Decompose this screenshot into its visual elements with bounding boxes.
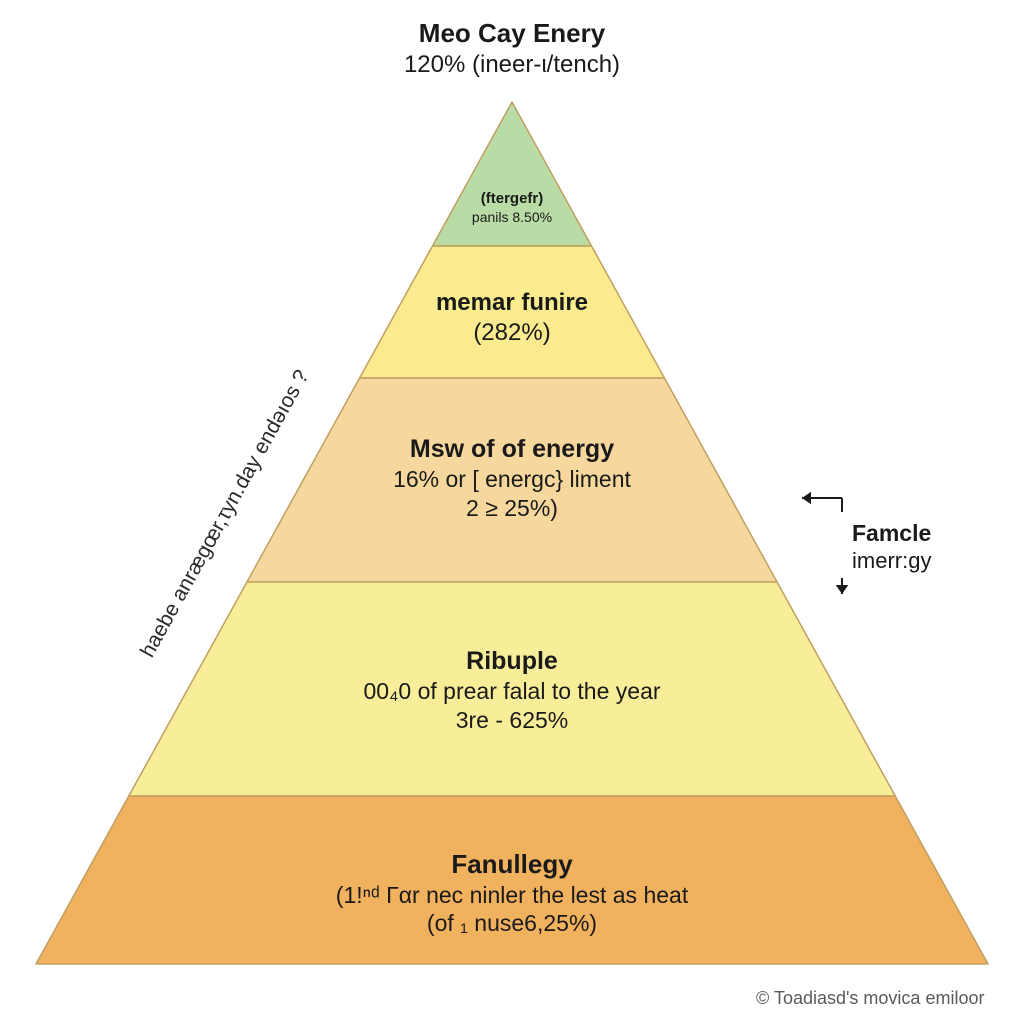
credit-text: © Toadiasd's movica emiloor [756, 988, 984, 1009]
right-annotation-label: Famcle imerr:gy [852, 520, 931, 574]
pyramid-level-label-4: Fanullegy(1!ⁿᵈ Γαr nec ninler the lest a… [0, 848, 1024, 938]
pyramid-level-label-2: Msw of of energy16% or [ energc} liment2… [0, 434, 1024, 523]
title-line1: Meo Cay Enery [0, 18, 1024, 49]
pyramid-level-sub-0: panils 8.50% [0, 209, 1024, 227]
pyramid-level-title-4: Fanullegy [0, 848, 1024, 881]
pyramid-level-title-0: (ftergefr) [0, 190, 1024, 209]
pyramid-level-label-1: memar funire(282%) [0, 288, 1024, 348]
pyramid-level-sub2-2: 2 ≥ 25%) [0, 494, 1024, 523]
pyramid-level-sub2-4: (of ₁ nuse6,25%) [0, 909, 1024, 938]
title-line2: 120% (ineer-ι/tench) [0, 51, 1024, 79]
pyramid-level-sub-2: 16% or [ energc} liment [0, 465, 1024, 494]
pyramid-level-sub-4: (1!ⁿᵈ Γαr nec ninler the lest as heat [0, 881, 1024, 910]
pyramid-level-sub-3: 00₄0 of prear falal to the year [0, 677, 1024, 706]
pyramid-level-sub-1: (282%) [0, 318, 1024, 348]
pyramid-level-sub2-3: 3re - 625% [0, 706, 1024, 735]
pyramid-level-title-2: Msw of of energy [0, 434, 1024, 465]
right-annotation-line2: imerr:gy [852, 548, 931, 574]
diagram-title: Meo Cay Enery 120% (ineer-ι/tench) [0, 18, 1024, 79]
pyramid-level-label-0: (ftergefr)panils 8.50% [0, 190, 1024, 226]
diagram-canvas: Meo Cay Enery 120% (ineer-ι/tench) (fter… [0, 0, 1024, 1024]
pyramid-level-title-1: memar funire [0, 288, 1024, 318]
right-annotation-line1: Famcle [852, 520, 931, 548]
